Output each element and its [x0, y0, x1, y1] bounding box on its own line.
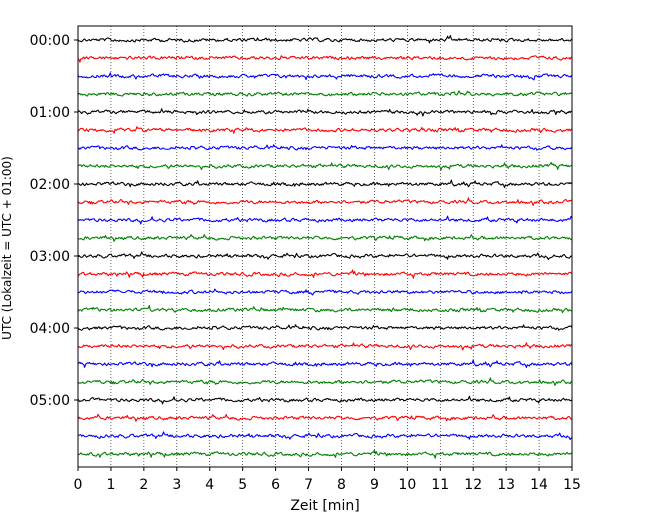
y-tick-label: 00:00: [30, 33, 70, 49]
x-tick-label: 5: [238, 477, 247, 493]
y-tick-label: 04:00: [30, 321, 70, 337]
x-tick-label: 7: [304, 477, 313, 493]
y-axis-ticks: 00:00 01:00 02:00 03:00 04:00 05:00: [30, 33, 78, 409]
x-tick-label: 0: [74, 477, 83, 493]
trace-line: [77, 342, 573, 351]
x-axis-ticks: 0 1 2 3 4 5 6 7 8 9 10 11 12 13 14 15: [74, 467, 581, 493]
seismic-traces: [77, 34, 573, 459]
x-tick-label: 2: [139, 477, 148, 493]
y-tick-label: 01:00: [30, 105, 70, 121]
trace-line: [77, 90, 573, 97]
x-tick-label: 15: [563, 477, 581, 493]
trace-line: [77, 359, 573, 369]
trace-line: [77, 197, 573, 206]
trace-line: [77, 304, 573, 314]
trace-line: [77, 55, 573, 63]
x-tick-label: 13: [497, 477, 515, 493]
x-tick-label: 6: [271, 477, 280, 493]
trace-line: [77, 179, 573, 189]
x-tick-label: 12: [464, 477, 482, 493]
y-tick-label: 02:00: [30, 177, 70, 193]
trace-line: [77, 449, 573, 459]
trace-line: [77, 108, 573, 117]
x-tick-label: 14: [530, 477, 548, 493]
trace-line: [77, 144, 573, 151]
x-tick-label: 1: [106, 477, 115, 493]
x-axis-label: Zeit [min]: [290, 498, 359, 514]
trace-line: [77, 215, 573, 225]
y-axis-label: UTC (Lokalzeit = UTC + 01:00): [0, 156, 14, 340]
x-tick-label: 3: [172, 477, 181, 493]
trace-line: [77, 269, 573, 279]
trace-line: [77, 431, 573, 441]
plot-background: [78, 26, 572, 467]
x-tick-label: 11: [431, 477, 449, 493]
trace-line: [77, 126, 573, 134]
x-tick-label: 8: [337, 477, 346, 493]
trace-line: [77, 234, 573, 242]
trace-line: [77, 72, 573, 81]
trace-line: [77, 288, 573, 296]
trace-line: [77, 395, 573, 405]
trace-line: [77, 377, 573, 386]
trace-line: [77, 413, 573, 422]
x-tick-label: 9: [370, 477, 379, 493]
plot-frame: [77, 25, 573, 468]
trace-line: [77, 161, 573, 171]
trace-line: [77, 324, 573, 331]
x-tick-label: 4: [205, 477, 214, 493]
y-tick-label: 05:00: [30, 393, 70, 409]
x-tick-label: 10: [398, 477, 416, 493]
trace-line: [77, 34, 573, 44]
trace-line: [77, 251, 573, 261]
y-tick-label: 03:00: [30, 249, 70, 265]
